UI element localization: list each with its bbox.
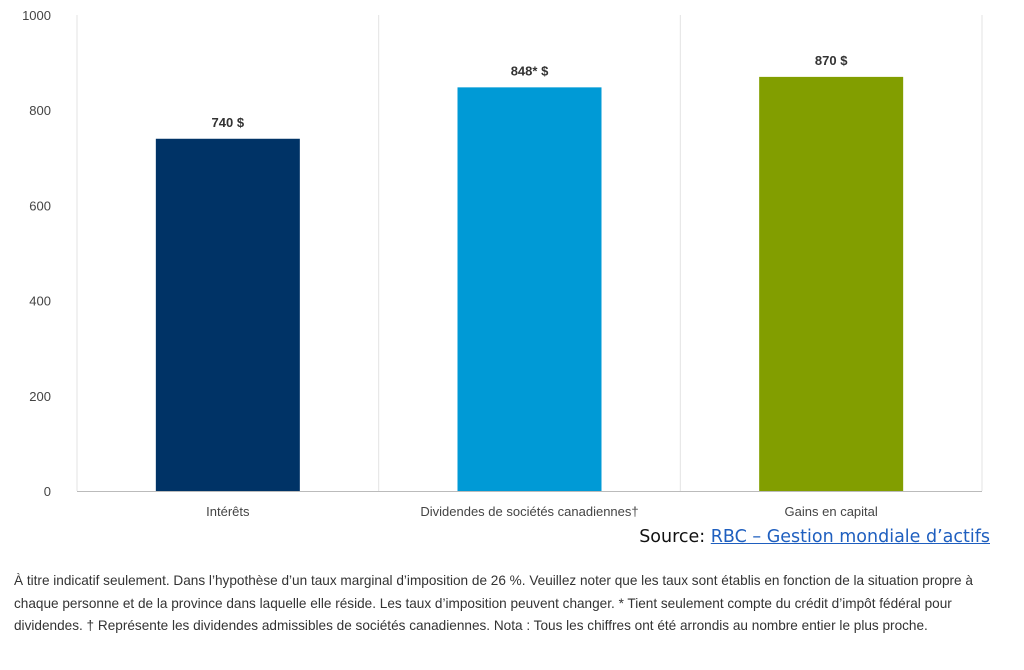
chart-svg: 0 200 400 600 800 1000 740 $ Intérêts 848* $ Divi… — [22, 8, 983, 519]
footnote: À titre indicatif seulement. Dans l’hypo… — [14, 573, 973, 633]
y-tick-label: 1000 — [22, 8, 51, 23]
data-label: 740 $ — [212, 115, 245, 130]
category-label: Gains en capital — [785, 504, 878, 519]
y-tick-label: 400 — [29, 294, 51, 309]
bar — [457, 87, 602, 492]
bar — [155, 138, 300, 491]
y-tick-label: 800 — [29, 103, 51, 118]
source-line: Source: RBC – Gestion mondiale d’actifs — [639, 527, 990, 547]
y-tick-label: 600 — [29, 198, 51, 213]
bar-chart: 0 200 400 600 800 1000 740 $ Intérêts 848* $ Divi… — [22, 8, 983, 519]
category-label: Dividendes de sociétés canadiennes† — [420, 504, 638, 519]
data-label: 870 $ — [815, 53, 848, 68]
y-tick-label: 200 — [29, 389, 51, 404]
category-label: Intérêts — [206, 504, 250, 519]
bar — [759, 76, 904, 491]
source-link[interactable]: RBC – Gestion mondiale d’actifs — [710, 527, 990, 547]
source-prefix: Source: — [639, 527, 711, 547]
data-label: 848* $ — [511, 63, 549, 78]
y-tick-label: 0 — [44, 484, 51, 499]
